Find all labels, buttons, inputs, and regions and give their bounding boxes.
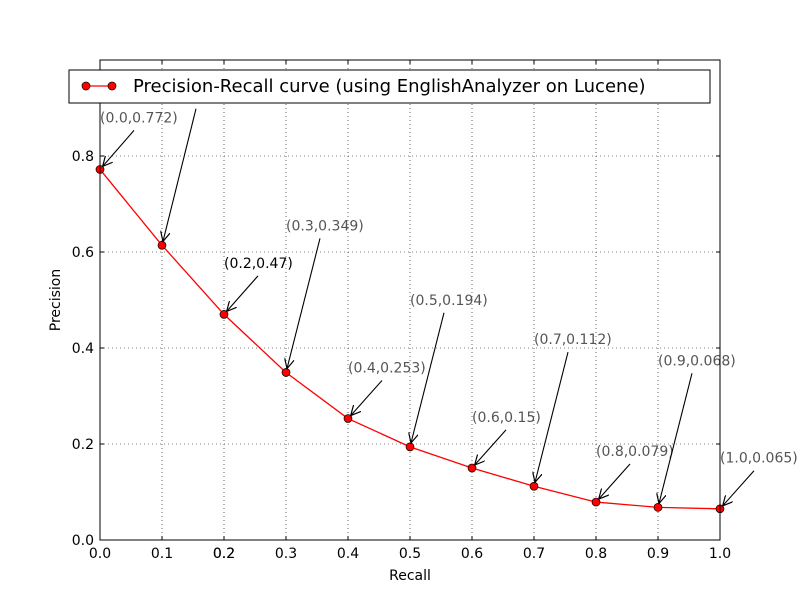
legend-label: Precision-Recall curve (using EnglishAna… [133,76,646,97]
x-axis-label: Recall [389,568,431,584]
data-point [591,497,601,507]
annotation-label: (0.3,0.349) [286,218,364,234]
annotation-arrow [287,238,321,368]
data-point [405,442,415,452]
y-tick-label: 0.8 [72,149,94,165]
annotation-label: (0.4,0.253) [348,360,426,376]
data-point [467,463,477,473]
annotation-label: (0.2,0.47) [224,256,293,272]
x-tick-label: 0.5 [399,546,421,562]
x-tick-label: 0.8 [585,546,607,562]
annotation-arrow [599,463,631,499]
grid [100,60,720,540]
data-point [219,310,229,319]
x-tick-label: 0.4 [337,546,359,562]
x-tick-label: 0.1 [151,546,173,562]
y-tick-label: 0.6 [72,245,94,261]
annotation-label: (0.0,0.772) [100,110,178,126]
annotation-label: (0.6,0.15) [472,410,541,426]
annotation-arrow [411,312,445,443]
annotation-label: (0.7,0.112) [534,332,612,348]
annotation-label: (0.8,0.079) [596,444,674,460]
annotation-label: (0.5,0.194) [410,293,488,309]
data-point [653,503,663,512]
x-tick-label: 0.2 [213,546,235,562]
annotation-label: (0.9,0.068) [658,353,736,369]
annotation-arrow [475,429,507,465]
x-tick-label: 0.6 [461,546,483,562]
x-tick-label: 0.3 [275,546,297,562]
legend-marker [107,81,117,91]
y-tick-label: 0.0 [72,533,94,549]
annotation-arrow [103,130,135,166]
series-layer [95,165,725,514]
tick-layer: 0.0 0.1 0.2 0.2 0.3 0.4 0.5 0.6 0.7 0.8 0.9 1.0 0.0 0… [72,60,731,562]
legend-box [68,69,711,104]
y-tick-label: 0.4 [72,341,94,357]
annotation-arrow [227,275,259,312]
annotation-arrow [351,380,383,415]
x-tick-label: 0.9 [647,546,669,562]
legend: Precision-Recall curve (using EnglishAna… [68,69,711,104]
x-tick-label: 0.2 [213,546,235,562]
annotation-label: (1.0,0.065) [720,451,798,467]
x-tick-label: 1.0 [709,546,731,562]
annotation-layer: (0.0,0.772)(0.1,0.614)(0.2,0.47)(0.3,0.3… [100,89,798,506]
data-point [157,240,167,250]
annotation-arrow [659,373,693,503]
annotation-arrow [163,108,197,242]
data-point [281,368,291,377]
annotation-arrow [535,352,569,482]
y-axis-label: Precision [48,269,64,331]
legend-marker [81,81,91,91]
x-tick-label: 0.0 [89,546,111,562]
annotation-arrow [723,470,755,506]
data-point [529,481,539,491]
data-point [343,414,353,423]
y-tick-label: 0.2 [72,437,94,453]
x-tick-label: 0.7 [523,546,545,562]
